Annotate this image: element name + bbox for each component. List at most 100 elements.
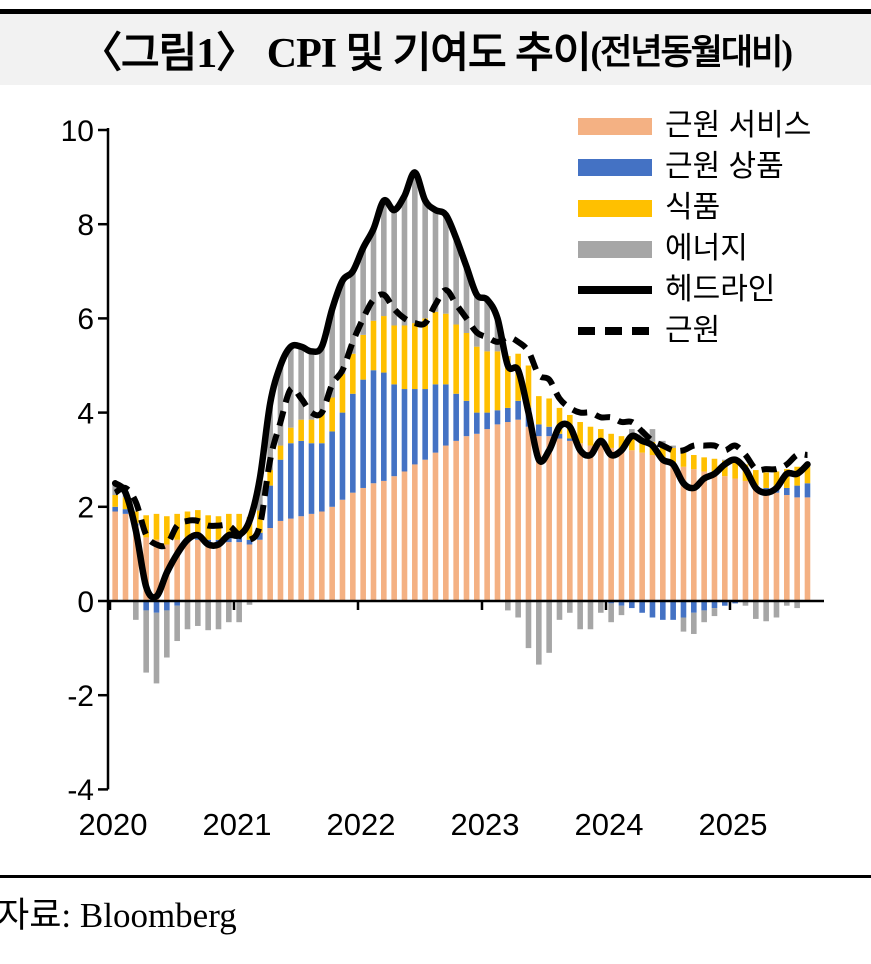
bar-core_services <box>732 478 738 601</box>
bar-core_goods <box>680 601 687 618</box>
bar-core_services <box>226 542 232 602</box>
bar-core_services <box>577 443 583 601</box>
bar-core_goods <box>112 506 118 512</box>
bar-energy <box>195 601 201 626</box>
figure-title: 〈그림1〉 CPI 및 기여도 추이 <box>80 31 591 77</box>
bar-core_services <box>215 544 222 601</box>
bar-core_goods <box>401 389 408 472</box>
bar-food <box>763 472 769 488</box>
bar-core_goods <box>536 424 542 437</box>
bar-core_services <box>784 495 790 601</box>
x-tick-label: 2023 <box>451 807 520 842</box>
bar-core_services <box>618 450 625 601</box>
bar-core_goods <box>670 601 676 620</box>
bar-food <box>701 457 707 472</box>
bar-energy <box>536 601 542 665</box>
bar-energy <box>494 318 501 352</box>
bar-core_services <box>412 464 418 601</box>
x-tick-label: 2022 <box>327 807 396 842</box>
bar-core_goods <box>246 539 253 545</box>
bar-energy <box>412 172 418 324</box>
bar-energy <box>432 210 439 312</box>
bar-core_services <box>629 450 635 601</box>
core-line <box>113 287 808 550</box>
bar-core_services <box>277 520 284 601</box>
bar-core_services <box>598 445 604 601</box>
y-tick-label: 4 <box>77 397 94 430</box>
bar-core_goods <box>794 485 800 498</box>
bar-core_services <box>401 471 408 601</box>
bar-core_goods <box>546 426 552 437</box>
bar-energy <box>226 601 232 623</box>
bar-food <box>164 516 170 545</box>
bar-energy <box>515 601 521 618</box>
bar-energy <box>267 403 273 471</box>
bar-energy <box>401 195 408 326</box>
bar-core_services <box>711 473 718 601</box>
bar-core_services <box>205 544 211 601</box>
bar-energy <box>308 351 315 420</box>
bar-food <box>804 466 811 484</box>
bar-food <box>670 447 676 463</box>
bar-core_services <box>184 537 191 601</box>
bar-core_goods <box>329 431 335 507</box>
bar-energy <box>215 601 222 630</box>
bar-food <box>360 334 366 380</box>
bar-core_goods <box>567 438 573 441</box>
bar-food <box>329 397 335 432</box>
bar-food <box>711 458 718 474</box>
bar-food <box>608 433 614 448</box>
bar-energy <box>546 601 552 653</box>
bar-core_services <box>701 471 707 601</box>
bar-energy <box>577 601 583 630</box>
bar-core_services <box>453 440 459 601</box>
legend-swatch-headline-line <box>578 286 652 294</box>
bar-core_services <box>308 513 315 601</box>
bar-core_goods <box>484 412 490 430</box>
bar-core_services <box>794 497 800 601</box>
bar-food <box>277 445 284 460</box>
y-tick-label: 2 <box>77 492 94 525</box>
bar-core_services <box>112 511 118 601</box>
figure-title-paren: (전년동월대비) <box>590 33 793 72</box>
bar-core_goods <box>308 443 315 514</box>
bar-core_services <box>267 528 273 601</box>
bar-energy <box>288 346 294 428</box>
bar-energy <box>205 601 211 631</box>
bar-core_services <box>505 422 511 601</box>
bar-energy <box>391 210 397 326</box>
bar-food <box>587 426 594 446</box>
bar-food <box>680 452 687 467</box>
bar-energy <box>649 429 656 442</box>
bar-core_services <box>360 487 366 601</box>
legend-item-headline: 헤드라인 <box>578 275 811 305</box>
bar-energy <box>474 294 480 347</box>
chart-area: 10 8 6 4 2 0 -2 -4 2020 2021 2022 2023 2024 2025 근원 서… <box>0 85 871 875</box>
bar-food <box>598 429 604 446</box>
bar-core_goods <box>443 384 449 446</box>
bar-core_services <box>608 447 614 601</box>
bar-food <box>660 444 666 458</box>
bar-core_services <box>391 476 397 601</box>
bar-energy <box>691 612 697 634</box>
bar-energy <box>742 601 749 606</box>
bar-core_goods <box>267 485 273 528</box>
bar-energy <box>153 612 160 684</box>
bar-core_services <box>443 445 449 601</box>
bar-core_services <box>329 506 335 601</box>
legend-label-energy: 에너지 <box>665 232 748 265</box>
bar-core_services <box>432 452 439 601</box>
bar-core_goods <box>370 370 377 484</box>
bar-core_services <box>587 445 594 601</box>
bar-energy <box>484 299 490 352</box>
bar-core_goods <box>391 384 397 477</box>
bar-energy <box>443 214 449 314</box>
bar-food <box>319 414 325 444</box>
bar-food <box>463 333 470 401</box>
bar-food <box>484 351 490 413</box>
bar-food <box>773 471 780 488</box>
bar-core_goods <box>381 372 387 481</box>
bar-energy <box>319 346 325 415</box>
bar-food <box>122 497 129 510</box>
bar-food <box>629 436 635 451</box>
